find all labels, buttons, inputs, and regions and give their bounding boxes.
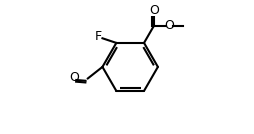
Text: O: O xyxy=(69,71,79,84)
Text: O: O xyxy=(149,4,159,17)
Text: F: F xyxy=(94,30,101,43)
Text: O: O xyxy=(165,19,174,32)
